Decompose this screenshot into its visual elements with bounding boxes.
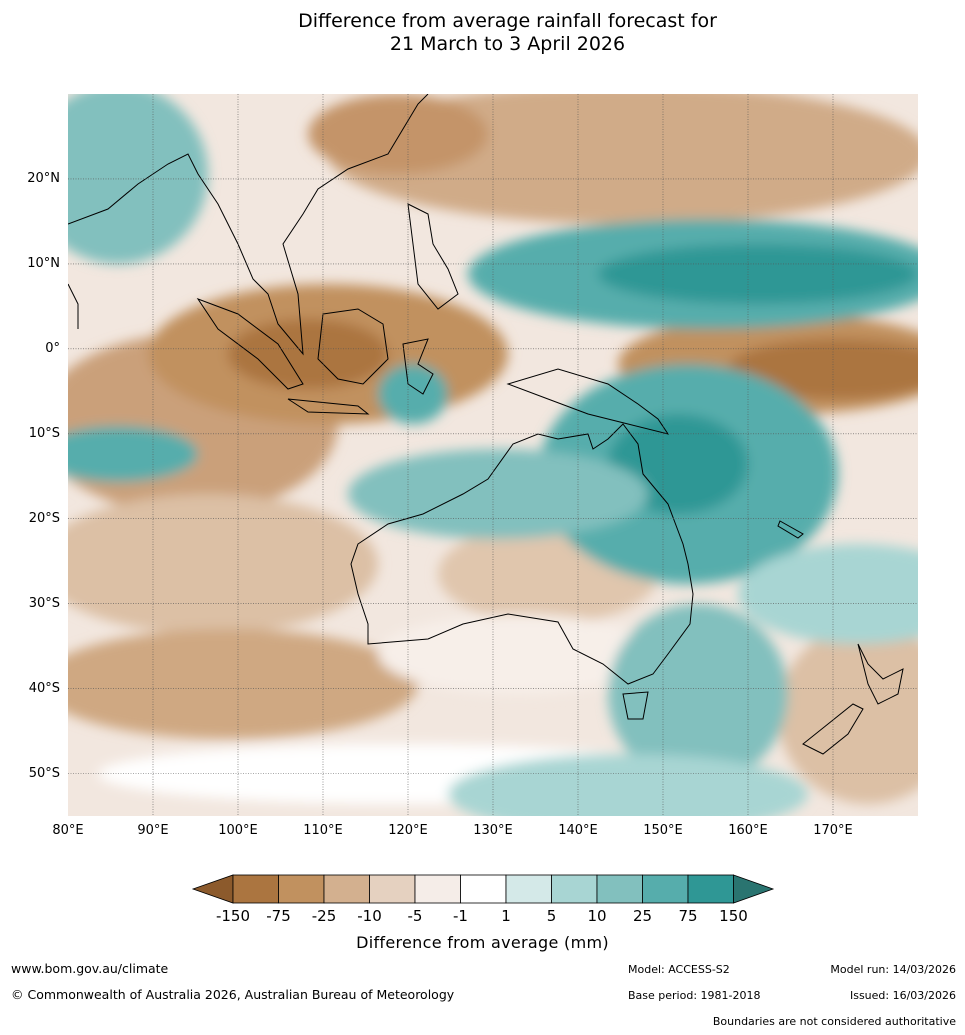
colorbar-bin-8: [551, 874, 598, 904]
colorbar-title: Difference from average (mm): [356, 933, 609, 952]
base-period: Base period: 1981-2018: [628, 989, 761, 1002]
new-caledonia-coast: [777, 520, 804, 539]
colorbar-label-75: 75: [678, 907, 698, 925]
colorbar-bin-5: [414, 874, 461, 904]
new-zealand-north-coast: [857, 643, 904, 705]
lat-label-10s: 10°S: [28, 426, 60, 441]
copyright-text: © Commonwealth of Australia 2026, Austra…: [11, 987, 455, 1002]
lat-label-0: 0°: [45, 341, 60, 356]
neutral-region-australia-south: [378, 614, 658, 694]
wet-region-northern-australia: [348, 449, 648, 539]
wet-region-banda-sea: [378, 364, 448, 424]
colorbar-bin-11: [687, 874, 734, 904]
colorbar-label-1: 1: [501, 907, 511, 925]
wet-region-indian-ocean-west: [68, 426, 198, 482]
sumatra-coast: [196, 297, 304, 390]
colorbar-label-neg150: -150: [215, 907, 251, 925]
dry-region-central-pacific-core: [728, 339, 918, 399]
mainland-asia-coast: [68, 94, 429, 356]
coastlines: [68, 94, 904, 755]
wet-region-southeast-australia: [608, 604, 788, 784]
dry-region-south-china-sea: [308, 94, 488, 174]
lat-label-20n: 20°N: [27, 171, 60, 186]
lon-label-80e: 80°E: [52, 823, 84, 838]
colorbar-bin-3: [323, 874, 370, 904]
lon-label-170e: 170°E: [813, 823, 853, 838]
wet-region-south-pacific: [738, 544, 918, 644]
wet-region-northwest: [68, 94, 208, 264]
philippines-coast: [407, 203, 459, 310]
lat-label-10n: 10°N: [27, 256, 60, 271]
issued-date: Issued: 16/03/2026: [849, 989, 956, 1002]
colorbar-bin-1: [232, 874, 279, 904]
colorbar-bin-9: [596, 874, 643, 904]
colorbar-label-neg10: -10: [357, 907, 382, 925]
title-line-2: 21 March to 3 April 2026: [389, 33, 626, 55]
colorbar-label-neg5: -5: [407, 907, 423, 925]
colorbar-bin-2: [278, 874, 325, 904]
dry-region-indian-ocean-mid: [68, 494, 378, 634]
lat-label-40s: 40°S: [28, 681, 60, 696]
lat-label-20s: 20°S: [28, 511, 60, 526]
lat-label-30s: 30°S: [28, 596, 60, 611]
borneo-coast: [317, 308, 389, 385]
colorbar-label-neg1: -1: [453, 907, 468, 925]
colorbar-label-neg25: -25: [311, 907, 337, 925]
colorbar-extend-high: [733, 874, 775, 904]
colorbar-label-25: 25: [632, 907, 653, 925]
model-name: Model: ACCESS-S2: [628, 963, 730, 976]
colorbar-label-150: 150: [719, 907, 748, 925]
wet-region-north-pacific-core: [598, 244, 918, 304]
colorbar-bin-4: [369, 874, 416, 904]
new-zealand-south-coast: [802, 703, 864, 755]
lon-label-90e: 90°E: [137, 823, 169, 838]
colorbar-bin-6: [460, 874, 507, 904]
model-run-date: Model run: 14/03/2026: [830, 963, 956, 976]
colorbar-bin-10: [642, 874, 689, 904]
gridlines: [68, 94, 918, 816]
dry-region-indian-ocean-south: [68, 629, 418, 739]
lon-label-100e: 100°E: [218, 823, 258, 838]
tasmania-coast: [622, 691, 649, 720]
lon-label-110e: 110°E: [303, 823, 343, 838]
lon-label-150e: 150°E: [643, 823, 683, 838]
java-coast: [287, 398, 370, 415]
lon-label-140e: 140°E: [558, 823, 598, 838]
colorbar-label-5: 5: [546, 907, 557, 925]
rainfall-anomaly-map: [68, 94, 918, 816]
colorbar-extend-low: [191, 874, 234, 904]
chart-title: Difference from average rainfall forecas…: [0, 10, 965, 56]
australia-coast: [350, 423, 694, 685]
lon-label-130e: 130°E: [473, 823, 513, 838]
india-sri-lanka-coast: [68, 283, 79, 329]
colorbar-bin-7: [505, 874, 552, 904]
website-link[interactable]: www.bom.gov.au/climate: [11, 961, 169, 976]
wet-region-southern-ocean: [448, 754, 808, 816]
lat-label-50s: 50°S: [28, 766, 60, 781]
lon-label-160e: 160°E: [728, 823, 768, 838]
title-line-1: Difference from average rainfall forecas…: [298, 10, 717, 32]
dry-region-tasman: [778, 624, 918, 804]
anomaly-fields: [68, 94, 918, 816]
colorbar: [191, 874, 775, 904]
colorbar-label-10: 10: [587, 907, 607, 925]
boundaries-disclaimer: Boundaries are not considered authoritat…: [712, 1015, 956, 1028]
colorbar-label-neg75: -75: [266, 907, 291, 925]
lon-label-120e: 120°E: [388, 823, 428, 838]
